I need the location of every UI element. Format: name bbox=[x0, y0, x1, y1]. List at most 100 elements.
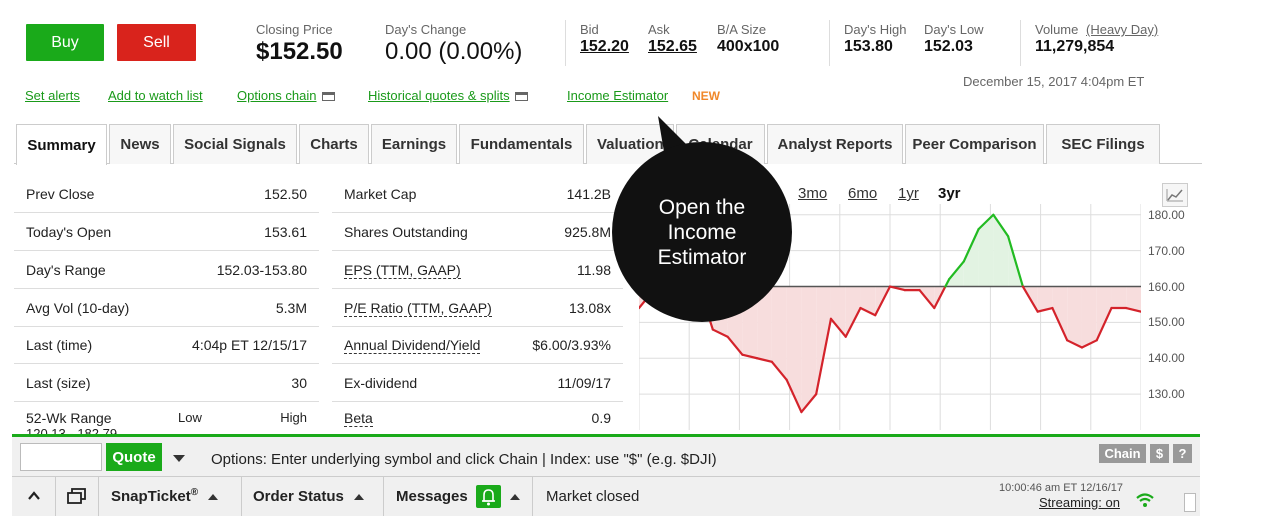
bid-value[interactable]: 152.20 bbox=[580, 38, 629, 55]
scroll-handle[interactable] bbox=[1184, 493, 1196, 512]
bell-icon[interactable] bbox=[476, 485, 501, 508]
line-above bbox=[944, 278, 951, 288]
tab-news[interactable]: News bbox=[109, 124, 171, 164]
table-row: Shares Outstanding 925.8M bbox=[332, 213, 623, 251]
annual-dividend-value: $6.00/3.93% bbox=[532, 337, 611, 353]
area-above bbox=[949, 261, 964, 287]
beta-label[interactable]: Beta bbox=[344, 410, 373, 427]
y-tick-label: 160.00 bbox=[1148, 279, 1185, 294]
y-tick-label: 180.00 bbox=[1148, 207, 1185, 222]
52wk-low-label: Low bbox=[178, 410, 202, 425]
volume-label-text: Volume bbox=[1035, 22, 1079, 37]
y-tick-label: 140.00 bbox=[1148, 351, 1185, 366]
line-below bbox=[756, 357, 773, 363]
tab-bar: Summary News Social Signals Charts Earni… bbox=[14, 124, 1202, 165]
line-below bbox=[1080, 339, 1098, 349]
tab-summary[interactable]: Summary bbox=[16, 124, 107, 165]
buy-button[interactable]: Buy bbox=[26, 24, 104, 61]
52wk-range-value: 120.13 - 182.79 bbox=[26, 426, 118, 434]
messages-tab[interactable]: Messages bbox=[396, 488, 468, 505]
days-high-value: 153.80 bbox=[844, 38, 893, 55]
area-below bbox=[1081, 286, 1097, 348]
tab-social-signals[interactable]: Social Signals bbox=[173, 124, 297, 164]
line-below bbox=[829, 317, 847, 338]
tab-analyst-reports[interactable]: Analyst Reports bbox=[767, 124, 903, 164]
set-alerts-link[interactable]: Set alerts bbox=[25, 88, 80, 103]
area-below bbox=[771, 286, 787, 380]
historical-quotes-link[interactable]: Historical quotes & splits bbox=[368, 88, 528, 103]
order-status-tab[interactable]: Order Status bbox=[253, 488, 364, 505]
sell-button[interactable]: Sell bbox=[117, 24, 196, 61]
line-below bbox=[1036, 306, 1054, 313]
heavy-day-link[interactable]: (Heavy Day) bbox=[1086, 22, 1159, 37]
ba-size-label: B/A Size bbox=[717, 22, 767, 37]
area-below bbox=[801, 286, 817, 413]
tooltip-bubble bbox=[612, 116, 792, 322]
chevron-up-icon[interactable] bbox=[510, 494, 520, 500]
area-above bbox=[963, 229, 979, 287]
range-3mo[interactable]: 3mo bbox=[798, 185, 828, 202]
52wk-range-label: 52-Wk Range bbox=[26, 410, 112, 426]
line-below bbox=[1051, 306, 1069, 342]
shares-outstanding-value: 925.8M bbox=[564, 224, 611, 240]
pe-ratio-label[interactable]: P/E Ratio (TTM, GAAP) bbox=[344, 300, 492, 317]
tab-valuation[interactable]: Valuation bbox=[586, 124, 674, 164]
area-below bbox=[1037, 286, 1053, 312]
prev-close-label: Prev Close bbox=[26, 186, 95, 202]
order-status-label: Order Status bbox=[253, 488, 344, 505]
tab-fundamentals[interactable]: Fundamentals bbox=[459, 124, 584, 164]
quote-button[interactable]: Quote bbox=[106, 443, 162, 471]
range-6mo[interactable]: 6mo bbox=[848, 185, 878, 202]
historical-quotes-text: Historical quotes & splits bbox=[368, 88, 510, 103]
line-above bbox=[977, 213, 995, 231]
options-chain-link[interactable]: Options chain bbox=[237, 88, 335, 103]
tab-sec-filings[interactable]: SEC Filings bbox=[1046, 124, 1160, 164]
chevron-up-icon[interactable] bbox=[27, 490, 41, 502]
chart-expand-icon[interactable] bbox=[1162, 183, 1188, 207]
annual-dividend-label[interactable]: Annual Dividend/Yield bbox=[344, 337, 481, 354]
eps-label[interactable]: EPS (TTM, GAAP) bbox=[344, 262, 461, 279]
line-below bbox=[844, 306, 862, 338]
area-below bbox=[1067, 286, 1082, 348]
avg-vol-value: 5.3M bbox=[275, 300, 307, 316]
streaming-toggle[interactable]: Streaming: on bbox=[1039, 495, 1120, 510]
ask-value[interactable]: 152.65 bbox=[648, 38, 697, 55]
chevron-down-icon[interactable] bbox=[173, 455, 185, 462]
tab-peer-comparison[interactable]: Peer Comparison bbox=[905, 124, 1044, 164]
volume-value: 11,279,854 bbox=[1035, 38, 1115, 55]
line-above bbox=[992, 213, 1010, 238]
shares-outstanding-label: Shares Outstanding bbox=[344, 224, 468, 240]
ex-dividend-value: 11/09/17 bbox=[557, 375, 611, 391]
area-below bbox=[816, 286, 831, 395]
area-below bbox=[1096, 286, 1112, 341]
range-3yr[interactable]: 3yr bbox=[938, 185, 961, 202]
table-row: EPS (TTM, GAAP) 11.98 bbox=[332, 251, 623, 289]
snapticket-tab[interactable]: SnapTicket® bbox=[111, 487, 219, 505]
symbol-input[interactable] bbox=[20, 443, 102, 471]
quote-bar bbox=[12, 437, 1200, 477]
tab-charts[interactable]: Charts bbox=[299, 124, 369, 164]
income-estimator-link[interactable]: Income Estimator bbox=[567, 88, 669, 103]
dollar-button[interactable]: $ bbox=[1150, 444, 1169, 463]
table-row: Last (size) 30 bbox=[14, 364, 319, 402]
range-1yr[interactable]: 1yr bbox=[898, 185, 919, 202]
add-to-watch-list-link[interactable]: Add to watch list bbox=[108, 88, 203, 103]
help-button[interactable]: ? bbox=[1173, 444, 1192, 463]
last-size-label: Last (size) bbox=[26, 375, 91, 391]
snapticket-label: SnapTicket bbox=[111, 488, 191, 505]
chain-button[interactable]: Chain bbox=[1099, 444, 1146, 463]
status-time: 10:00:46 am ET 12/16/17 bbox=[999, 482, 1123, 494]
tab-earnings[interactable]: Earnings bbox=[371, 124, 457, 164]
days-high-label: Day's High bbox=[844, 22, 907, 37]
last-time-label: Last (time) bbox=[26, 337, 93, 353]
days-low-value: 152.03 bbox=[924, 38, 973, 55]
line-below bbox=[815, 317, 833, 396]
todays-open-value: 153.61 bbox=[264, 224, 307, 240]
last-time-value: 4:04p ET 12/15/17 bbox=[192, 337, 307, 353]
tooltip-line: Open the bbox=[658, 196, 746, 219]
tooltip-line: Estimator bbox=[657, 246, 747, 269]
area-below bbox=[1126, 286, 1141, 312]
popout-window-icon[interactable] bbox=[66, 487, 87, 505]
table-row: Ex-dividend 11/09/17 bbox=[332, 364, 623, 402]
table-row: Beta 0.9 bbox=[332, 402, 623, 434]
